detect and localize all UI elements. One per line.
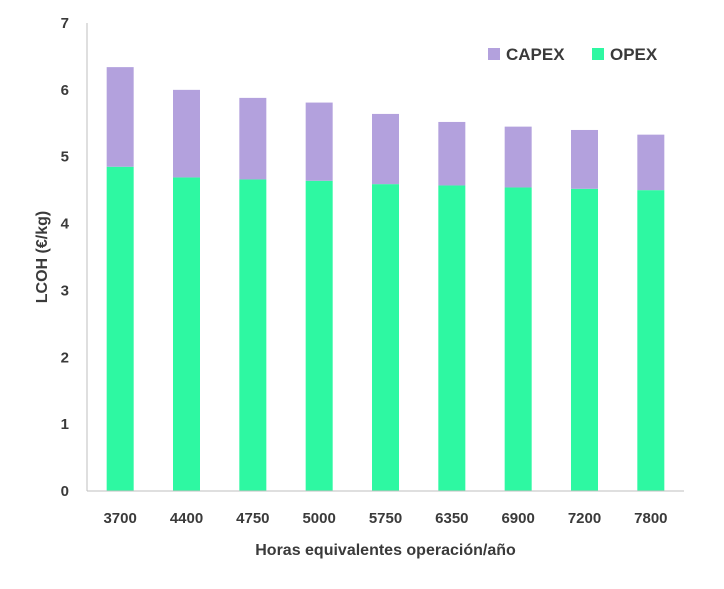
bar-capex-6350 — [438, 121, 466, 186]
bar-opex-4750 — [239, 179, 267, 491]
bars-group — [106, 67, 665, 492]
y-tick-label: 1 — [61, 416, 69, 433]
axes-group — [86, 23, 684, 492]
y-tick-labels: 0 1 2 3 4 5 6 7 — [61, 15, 70, 500]
x-axis-title: Horas equivalentes operación/año — [255, 542, 516, 559]
x-tick-label: 7200 — [568, 510, 601, 527]
y-tick-label: 4 — [61, 216, 70, 233]
x-tick-label: 5000 — [302, 510, 335, 527]
x-tick-labels: 3700 4400 4750 5000 5750 6350 6900 7200 7800 — [103, 510, 667, 527]
bar-capex-6900 — [504, 126, 532, 188]
bar-opex-6350 — [438, 185, 466, 491]
bar-opex-4400 — [173, 177, 200, 491]
bar-opex-7800 — [637, 190, 665, 491]
y-tick-label: 7 — [61, 15, 69, 32]
x-tick-label: 3700 — [103, 510, 136, 527]
bar-opex-6900 — [504, 187, 532, 491]
bar-opex-3700 — [106, 166, 134, 492]
legend-label-opex: OPEX — [610, 45, 658, 64]
bar-capex-7800 — [637, 134, 665, 191]
y-tick-label: 3 — [61, 282, 69, 299]
x-tick-label: 5750 — [369, 510, 402, 527]
y-tick-label: 6 — [61, 82, 69, 99]
bar-opex-5000 — [305, 180, 333, 491]
y-tick-label: 0 — [61, 483, 69, 500]
bar-capex-5000 — [305, 102, 333, 181]
bar-capex-4400 — [173, 89, 200, 178]
x-tick-label: 7800 — [634, 510, 667, 527]
legend-swatch-opex — [592, 48, 604, 60]
bar-capex-4750 — [239, 97, 267, 180]
legend-label-capex: CAPEX — [506, 45, 565, 64]
x-tick-label: 6350 — [435, 510, 468, 527]
y-tick-label: 2 — [61, 349, 69, 366]
x-tick-label: 4400 — [170, 510, 203, 527]
legend-swatch-capex — [488, 48, 500, 60]
bar-capex-3700 — [106, 67, 134, 167]
y-tick-label: 5 — [61, 149, 69, 166]
bar-opex-5750 — [372, 184, 399, 491]
legend: CAPEX OPEX — [488, 45, 658, 64]
bar-opex-7200 — [571, 188, 598, 491]
y-axis-title: LCOH (€/kg) — [34, 211, 51, 303]
bar-capex-5750 — [372, 113, 399, 185]
x-tick-label: 4750 — [236, 510, 269, 527]
x-tick-label: 6900 — [501, 510, 534, 527]
bar-capex-7200 — [571, 129, 598, 189]
